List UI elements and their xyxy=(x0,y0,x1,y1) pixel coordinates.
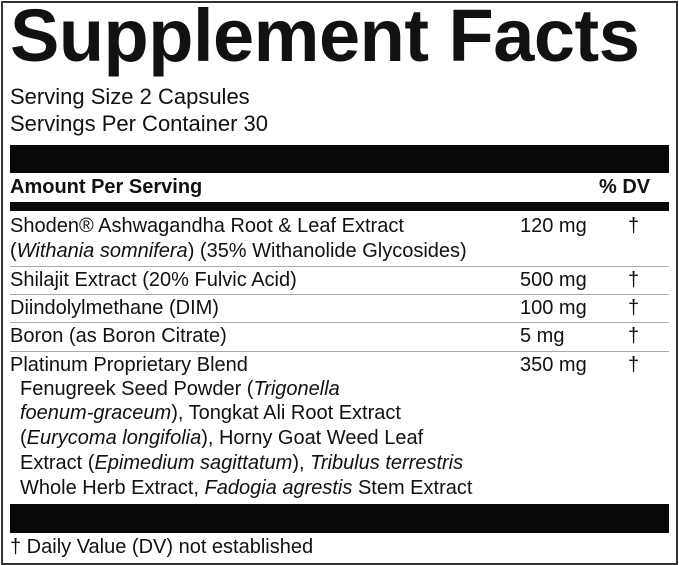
blend-line: Whole Herb Extract, Fadogia agrestis Ste… xyxy=(20,477,473,499)
footnote: † Daily Value (DV) not established xyxy=(10,536,314,558)
blend-line: (Eurycoma longifolia), Horny Goat Weed L… xyxy=(20,427,424,449)
ingredient-name: Shilajit Extract (20% Fulvic Acid) xyxy=(10,269,297,291)
ingredient-dv: † xyxy=(628,269,640,291)
footer-bar xyxy=(10,504,669,533)
ingredient-amount: 5 mg xyxy=(520,325,565,347)
ingredient-dv: † xyxy=(628,297,640,319)
ingredient-amount: 500 mg xyxy=(520,269,587,291)
ingredient-dv: † xyxy=(628,215,640,237)
ingredient-dv: † xyxy=(628,325,640,347)
thick-divider xyxy=(10,202,669,211)
ingredient-amount: 100 mg xyxy=(520,297,587,319)
row-divider xyxy=(10,322,669,323)
row-divider xyxy=(10,294,669,295)
ingredient-name: Diindolylmethane (DIM) xyxy=(10,297,219,319)
serving-size: Serving Size 2 Capsules xyxy=(10,84,250,109)
page-title: Supplement Facts xyxy=(10,0,640,77)
row-divider xyxy=(10,266,669,267)
ingredient-name: Shoden® Ashwagandha Root & Leaf Extract xyxy=(10,215,404,237)
ingredient-subtext: (Withania somnifera) (35% Withanolide Gl… xyxy=(10,240,467,262)
dv-label: % DV xyxy=(599,176,651,198)
blend-line: foenum-graceum), Tongkat Ali Root Extrac… xyxy=(20,402,401,424)
ingredient-amount: 120 mg xyxy=(520,215,587,237)
blend-line: Fenugreek Seed Powder (Trigonella xyxy=(20,378,340,400)
row-divider xyxy=(10,351,669,352)
ingredient-dv: † xyxy=(628,354,640,376)
ingredient-amount: 350 mg xyxy=(520,354,587,376)
header-bar xyxy=(10,145,669,173)
ingredient-name: Platinum Proprietary Blend xyxy=(10,354,248,376)
blend-line: Extract (Epimedium sagittatum), Tribulus… xyxy=(20,452,464,474)
amount-per-serving-label: Amount Per Serving xyxy=(10,176,203,198)
ingredient-name: Boron (as Boron Citrate) xyxy=(10,325,227,347)
servings-per-container: Servings Per Container 30 xyxy=(10,111,269,136)
